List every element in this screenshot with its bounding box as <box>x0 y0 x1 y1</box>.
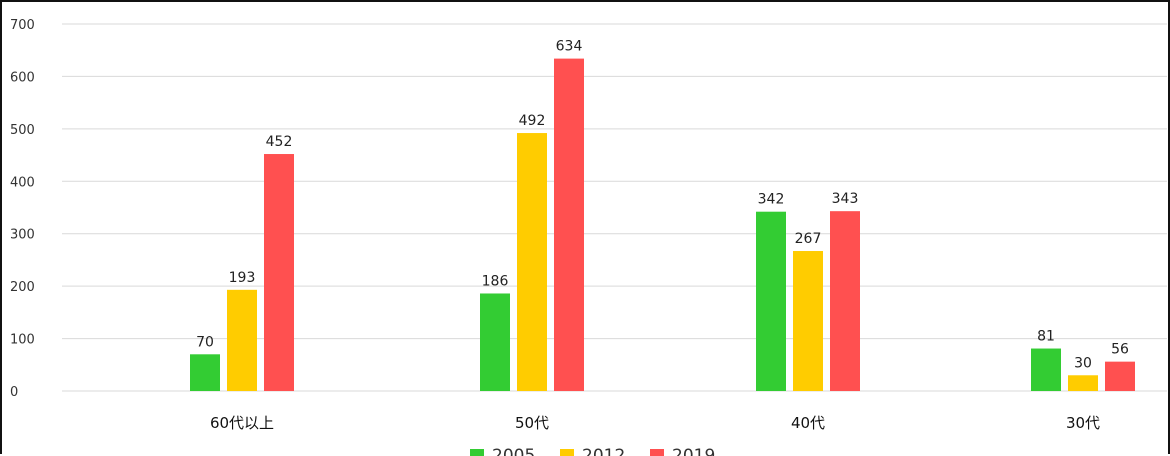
bar <box>517 133 547 391</box>
data-label: 492 <box>519 113 546 129</box>
bar <box>264 154 294 391</box>
legend-label: 2005 <box>492 446 535 456</box>
legend-swatch <box>470 449 484 456</box>
legend: 2005 2012 2019 <box>470 446 715 456</box>
legend-swatch <box>650 449 664 456</box>
bar <box>227 289 257 391</box>
y-tick-label: 400 <box>10 175 35 190</box>
legend-swatch <box>560 449 574 456</box>
bar <box>1031 348 1061 391</box>
data-label: 81 <box>1037 329 1055 345</box>
data-label: 70 <box>196 334 214 350</box>
y-tick-label: 500 <box>10 123 35 138</box>
y-tick-label: 700 <box>10 18 35 33</box>
data-label: 452 <box>266 134 293 150</box>
data-label: 267 <box>795 231 822 247</box>
category-label: 50代 <box>515 414 549 432</box>
data-label: 634 <box>556 39 583 55</box>
bar <box>1105 361 1135 391</box>
data-labels: 70 193 452 186 492 634 342 267 343 81 30 56 <box>196 39 1129 372</box>
bar <box>480 293 510 391</box>
bar <box>793 251 823 391</box>
data-label: 193 <box>229 270 256 286</box>
legend-label: 2012 <box>582 446 625 456</box>
bars <box>190 58 1135 392</box>
data-label: 56 <box>1111 342 1129 358</box>
bar <box>756 211 786 391</box>
y-tick-label: 100 <box>10 333 35 348</box>
category-label: 60代以上 <box>210 414 274 432</box>
data-label: 30 <box>1074 355 1092 371</box>
bar <box>1068 375 1098 391</box>
bar <box>190 354 220 391</box>
y-tick-label: 600 <box>10 70 35 85</box>
data-label: 342 <box>758 192 785 208</box>
x-axis-categories: 60代以上 50代 40代 30代 <box>210 414 1100 432</box>
legend-label: 2019 <box>672 446 715 456</box>
data-label: 343 <box>832 191 859 207</box>
bar <box>554 58 584 392</box>
category-label: 40代 <box>791 414 825 432</box>
y-axis-ticks: 0 100 200 300 400 500 600 700 <box>10 18 35 400</box>
category-label: 30代 <box>1066 414 1100 432</box>
y-tick-label: 300 <box>10 228 35 243</box>
bar <box>830 211 860 391</box>
data-label: 186 <box>482 273 509 289</box>
y-tick-label: 0 <box>10 385 18 400</box>
y-tick-label: 200 <box>10 280 35 295</box>
